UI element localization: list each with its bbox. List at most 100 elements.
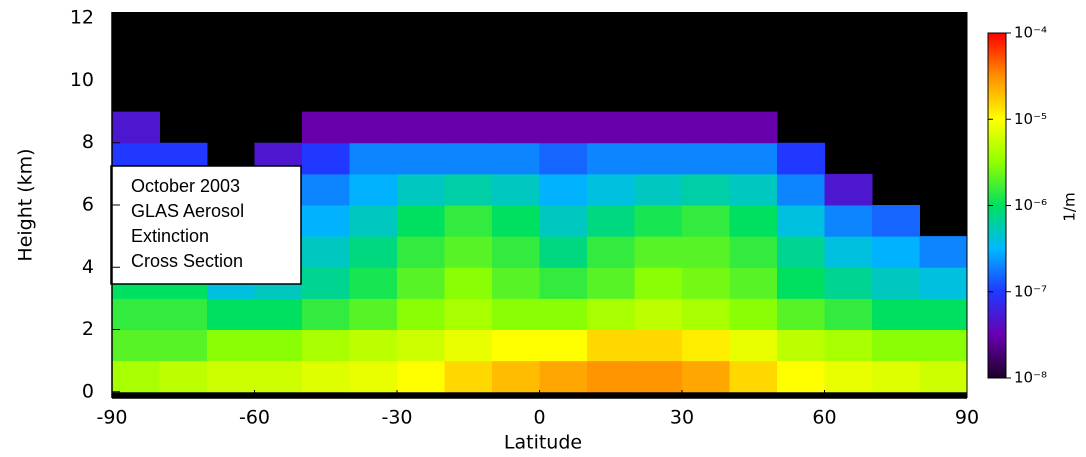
heatmap-cell bbox=[444, 173, 493, 206]
heatmap-cell bbox=[349, 329, 398, 362]
heatmap-cell bbox=[302, 360, 350, 393]
heatmap-cell bbox=[824, 329, 873, 362]
heatmap-cell bbox=[587, 142, 635, 175]
heatmap-cell bbox=[729, 205, 778, 237]
x-tick-label: -60 bbox=[239, 407, 270, 429]
x-tick-label: 0 bbox=[533, 407, 545, 429]
heatmap-cell bbox=[397, 298, 445, 331]
heatmap-cell bbox=[539, 360, 588, 393]
heatmap-cell bbox=[302, 236, 350, 268]
heatmap-cell bbox=[729, 298, 778, 331]
heatmap-cell bbox=[682, 142, 730, 175]
heatmap-cell bbox=[492, 173, 540, 206]
heatmap-cell bbox=[872, 360, 920, 393]
heatmap-cell bbox=[539, 236, 588, 268]
heatmap-cell bbox=[397, 111, 445, 144]
heatmap-cell bbox=[777, 298, 825, 331]
heatmap-cell bbox=[302, 298, 350, 331]
x-tick-label: -30 bbox=[381, 407, 412, 429]
heatmap-cell bbox=[302, 205, 350, 237]
heatmap-cell bbox=[634, 298, 683, 331]
heatmap-cell bbox=[872, 236, 920, 268]
heatmap-cell bbox=[919, 329, 968, 362]
heatmap-cell bbox=[492, 360, 540, 393]
heatmap-cell bbox=[159, 298, 208, 331]
heatmap-cell bbox=[444, 142, 493, 175]
heatmap-cell bbox=[872, 267, 920, 299]
heatmap-cell bbox=[872, 329, 920, 362]
heatmap-cell bbox=[682, 173, 730, 206]
annotation-line: Extinction bbox=[131, 226, 209, 246]
colorbar-tick-label: 10⁻⁷ bbox=[1014, 282, 1047, 300]
heatmap-cell bbox=[729, 173, 778, 206]
heatmap-cell bbox=[349, 173, 398, 206]
heatmap-cell bbox=[302, 267, 350, 299]
heatmap-cell bbox=[824, 205, 873, 237]
heatmap-cell bbox=[112, 360, 160, 393]
heatmap-cell bbox=[682, 360, 730, 393]
heatmap-cell bbox=[444, 111, 493, 144]
heatmap-cell bbox=[587, 205, 635, 237]
heatmap-cell bbox=[587, 111, 635, 144]
heatmap-cell bbox=[682, 298, 730, 331]
heatmap-cell bbox=[397, 329, 445, 362]
heatmap-cell bbox=[207, 298, 255, 331]
heatmap-cell bbox=[254, 360, 303, 393]
heatmap-cell bbox=[777, 329, 825, 362]
heatmap-cell bbox=[634, 267, 683, 299]
heatmap-cell bbox=[587, 236, 635, 268]
heatmap-cell bbox=[397, 173, 445, 206]
x-tick-label: 90 bbox=[955, 407, 979, 429]
heatmap-cell bbox=[777, 267, 825, 299]
heatmap-cell bbox=[302, 111, 350, 144]
y-tick-label: 4 bbox=[82, 256, 94, 278]
heatmap-cell bbox=[539, 267, 588, 299]
heatmap-cell bbox=[112, 329, 160, 362]
heatmap-cell bbox=[729, 142, 778, 175]
heatmap-cell bbox=[397, 205, 445, 237]
heatmap-cell bbox=[254, 298, 303, 331]
heatmap-cell bbox=[919, 236, 968, 268]
colorbar-tick-label: 10⁻⁶ bbox=[1014, 196, 1047, 214]
heatmap-cell bbox=[729, 329, 778, 362]
heatmap-cell bbox=[824, 267, 873, 299]
heatmap-cell bbox=[682, 205, 730, 237]
heatmap-cell bbox=[777, 205, 825, 237]
heatmap-cell bbox=[872, 205, 920, 237]
heatmap-cell bbox=[824, 236, 873, 268]
heatmap-cell bbox=[444, 298, 493, 331]
heatmap-cell bbox=[824, 173, 873, 206]
heatmap-cell bbox=[207, 329, 255, 362]
heatmap-cell bbox=[824, 360, 873, 393]
colorbar-label: 1/m bbox=[1061, 192, 1079, 221]
heatmap-cell bbox=[492, 111, 540, 144]
heatmap-cell bbox=[349, 142, 398, 175]
heatmap-cell bbox=[539, 173, 588, 206]
heatmap-cell bbox=[729, 111, 778, 144]
y-tick-label: 12 bbox=[70, 7, 94, 29]
x-tick-label: 60 bbox=[812, 407, 836, 429]
heatmap-cell bbox=[397, 267, 445, 299]
heatmap-cell bbox=[634, 173, 683, 206]
heatmap-cell bbox=[634, 236, 683, 268]
heatmap-cell bbox=[729, 267, 778, 299]
heatmap-cell bbox=[539, 205, 588, 237]
heatmap-cell bbox=[682, 329, 730, 362]
heatmap-cell bbox=[492, 267, 540, 299]
x-tick-label: 30 bbox=[670, 407, 694, 429]
heatmap-cell bbox=[159, 329, 208, 362]
y-tick-label: 10 bbox=[70, 69, 94, 91]
heatmap-cell bbox=[349, 205, 398, 237]
heatmap-cell bbox=[349, 111, 398, 144]
heatmap-cell bbox=[397, 236, 445, 268]
heatmap-cell bbox=[919, 360, 968, 393]
annotation-line: October 2003 bbox=[131, 176, 240, 196]
annotation-line: Cross Section bbox=[131, 251, 243, 271]
y-tick-label: 6 bbox=[82, 194, 94, 216]
heatmap-cell bbox=[872, 298, 920, 331]
y-axis-label: Height (km) bbox=[15, 148, 37, 261]
colorbar-tick-label: 10⁻⁵ bbox=[1014, 110, 1047, 128]
heatmap-cell bbox=[349, 298, 398, 331]
heatmap-cell bbox=[349, 267, 398, 299]
heatmap-cell bbox=[444, 205, 493, 237]
